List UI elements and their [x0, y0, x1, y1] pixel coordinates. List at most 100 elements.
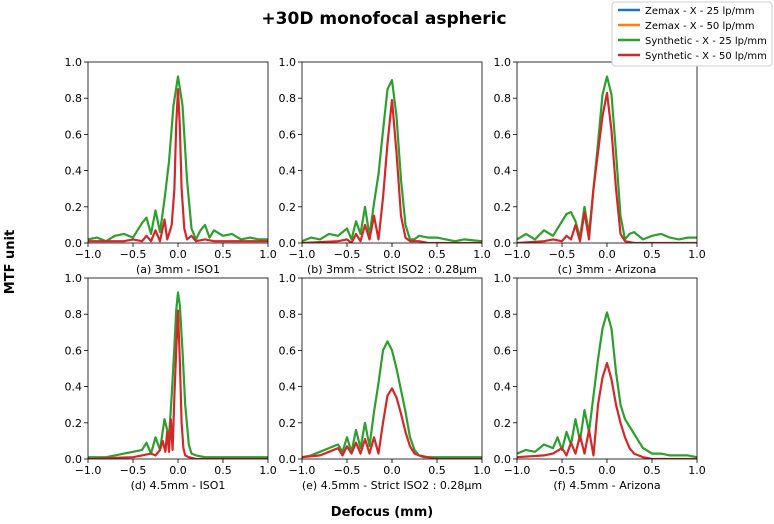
y-tick-label: 1.0: [494, 56, 512, 69]
y-tick-label: 0.8: [279, 308, 297, 321]
x-tick-label: −0.5: [120, 248, 147, 261]
x-tick-label: −0.5: [549, 464, 576, 477]
legend-label: Zemax - X - 50 lp/mm: [645, 21, 754, 32]
x-tick-label: 0.5: [643, 248, 661, 261]
y-tick-label: 0.4: [65, 381, 83, 394]
x-tick-label: −1.0: [289, 248, 316, 261]
legend-box: [611, 1, 773, 67]
x-tick-label: −0.5: [334, 464, 361, 477]
axes-frame: [87, 277, 269, 460]
x-tick-label: 1.0: [688, 464, 706, 477]
y-tick-label: 0.6: [279, 128, 297, 141]
x-tick-label: 0.5: [428, 464, 446, 477]
axes-frame: [516, 277, 698, 460]
y-tick-label: 0.2: [279, 417, 297, 430]
x-tick-label: −1.0: [75, 464, 102, 477]
y-tick-label: 0.4: [279, 381, 297, 394]
y-tick-label: 1.0: [279, 272, 297, 285]
series-line-synthetic-50: [517, 91, 697, 243]
x-tick-label: 0.0: [598, 248, 616, 261]
x-tick-label: 1.0: [473, 248, 491, 261]
x-tick-label: 1.0: [473, 464, 491, 477]
y-tick-label: 0.0: [65, 237, 83, 250]
y-tick-label: 0.8: [494, 92, 512, 105]
x-tick-label: 0.0: [598, 464, 616, 477]
series-line-synthetic-50: [517, 362, 697, 459]
subplot-1: −1.0 −0.5 0.0 0.5 1.0 0.0 0.2 0.4 0.6 0.8 1.0 (b) 3…: [279, 56, 491, 276]
x-tick-label: −0.5: [334, 248, 361, 261]
series-line-synthetic-25: [517, 75, 697, 241]
y-tick-label: 0.2: [494, 417, 512, 430]
axes-frame: [301, 61, 483, 244]
series-line-synthetic-25: [517, 311, 697, 459]
subplot-caption: (e) 4.5mm - Strict ISO2 : 0.28µm: [302, 479, 482, 492]
series-line-synthetic-50: [88, 309, 268, 459]
legend-label: Synthetic - X - 50 lp/mm: [645, 51, 767, 62]
y-tick-label: 0.4: [494, 381, 512, 394]
x-tick-label: 0.0: [383, 464, 401, 477]
subplot-4: −1.0 −0.5 0.0 0.5 1.0 0.0 0.2 0.4 0.6 0.8 1.0 (e) 4…: [279, 272, 491, 492]
series-line-synthetic-25: [302, 340, 482, 459]
y-tick-label: 0.6: [65, 128, 83, 141]
x-tick-label: 1.0: [688, 248, 706, 261]
x-tick-label: −1.0: [289, 464, 316, 477]
y-tick-label: 1.0: [65, 272, 83, 285]
figure-title: +30D monofocal aspheric: [261, 9, 506, 29]
y-tick-label: 0.0: [279, 237, 297, 250]
subplot-caption: (a) 3mm - ISO1: [136, 263, 220, 276]
x-tick-label: 0.0: [169, 248, 187, 261]
y-tick-label: 0.8: [65, 308, 83, 321]
y-axis-label: MTF unit: [3, 230, 18, 294]
x-tick-label: −1.0: [504, 464, 531, 477]
series-line-synthetic-25: [88, 75, 268, 243]
y-tick-label: 0.6: [494, 344, 512, 357]
y-tick-label: 0.2: [65, 417, 83, 430]
x-tick-label: 0.5: [428, 248, 446, 261]
subplot-3: −1.0 −0.5 0.0 0.5 1.0 0.0 0.2 0.4 0.6 0.8 1.0 (d) 4…: [65, 272, 277, 492]
y-tick-label: 0.6: [494, 128, 512, 141]
x-tick-label: −1.0: [75, 248, 102, 261]
x-tick-label: 1.0: [259, 248, 277, 261]
series-line-synthetic-50: [302, 387, 482, 459]
y-tick-label: 0.4: [279, 165, 297, 178]
x-tick-label: 0.0: [383, 248, 401, 261]
y-tick-label: 1.0: [279, 56, 297, 69]
x-tick-label: 0.5: [214, 248, 232, 261]
x-tick-label: 0.5: [643, 464, 661, 477]
subplot-caption: (b) 3mm - Strict ISO2 : 0.28µm: [307, 263, 477, 276]
x-tick-label: −0.5: [549, 248, 576, 261]
subplot-2: −1.0 −0.5 0.0 0.5 1.0 0.0 0.2 0.4 0.6 0.8 1.0 (c) 3…: [494, 56, 706, 276]
subplot-5: −1.0 −0.5 0.0 0.5 1.0 0.0 0.2 0.4 0.6 0.8 1.0 (f) 4…: [494, 272, 706, 492]
subplot-caption: (c) 3mm - Arizona: [558, 263, 657, 276]
y-tick-label: 0.0: [279, 453, 297, 466]
subplot-grid: −1.0 −0.5 0.0 0.5 1.00.00.20.40.60.81.0(a) 3…: [65, 56, 706, 492]
y-tick-label: 0.6: [65, 344, 83, 357]
y-tick-label: 0.0: [494, 237, 512, 250]
x-tick-label: −0.5: [120, 464, 147, 477]
series-line-synthetic-50: [302, 98, 482, 243]
y-tick-label: 0.8: [494, 308, 512, 321]
y-tick-label: 0.8: [279, 92, 297, 105]
y-tick-label: 0.8: [65, 92, 83, 105]
axes-frame: [301, 277, 483, 460]
legend-label: Zemax - X - 25 lp/mm: [645, 6, 754, 17]
y-tick-label: 0.2: [494, 201, 512, 214]
y-tick-label: 0.0: [65, 453, 83, 466]
series-line-synthetic-25: [88, 291, 268, 459]
y-tick-label: 0.2: [279, 201, 297, 214]
y-tick-label: 1.0: [494, 272, 512, 285]
x-axis-label: Defocus (mm): [331, 505, 433, 520]
subplot-0: −1.0 −0.5 0.0 0.5 1.0 0.0 0.2 0.4 0.6 0.8 1.0 (a) 3…: [65, 56, 277, 276]
x-tick-label: 1.0: [259, 464, 277, 477]
legend: Zemax - X - 25 lp/mm Zemax - X - 50 lp/mm…: [611, 1, 773, 67]
y-tick-label: 0.4: [494, 165, 512, 178]
subplot-caption: (d) 4.5mm - ISO1: [131, 479, 226, 492]
y-tick-label: 0.2: [65, 201, 83, 214]
legend-label: Synthetic - X - 25 lp/mm: [645, 36, 767, 47]
y-tick-label: 0.0: [494, 453, 512, 466]
subplot-caption: (f) 4.5mm - Arizona: [553, 479, 660, 492]
series-line-synthetic-50: [88, 88, 268, 243]
y-tick-label: 1.0: [65, 56, 83, 69]
x-tick-label: 0.5: [214, 464, 232, 477]
